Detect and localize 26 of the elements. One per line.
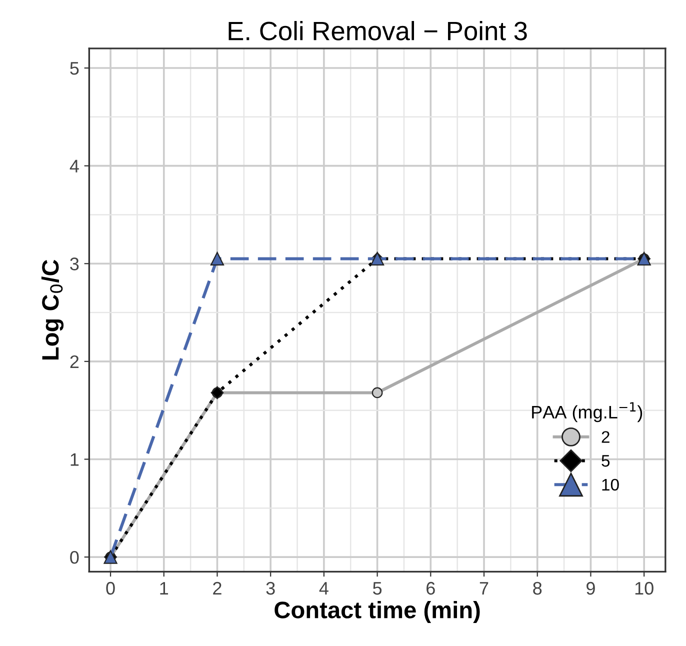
- x-axis-title: Contact time (min): [274, 601, 480, 624]
- legend-label: 10: [602, 478, 619, 491]
- x-tick-label: 2: [213, 582, 222, 595]
- y-tick-label: 2: [70, 355, 79, 368]
- y-tick-label: 5: [70, 62, 79, 75]
- y-tick-label: 3: [70, 258, 79, 270]
- x-tick-label: 0: [106, 582, 115, 595]
- y-axis-title: Log C$_{0}$/C: [41, 260, 64, 360]
- x-tick-label: 9: [586, 582, 595, 595]
- point: [372, 387, 383, 398]
- legend-label: 2: [602, 431, 610, 443]
- y-tick-label: 1: [70, 453, 79, 466]
- x-tick-label: 7: [480, 582, 488, 595]
- legend-title: PAA (mg.L$^{−1}$): [532, 402, 642, 422]
- x-tick-label: 10: [635, 582, 654, 595]
- x-tick-label: 6: [426, 582, 435, 595]
- y-tick-label: 4: [70, 160, 79, 172]
- y-tick-label: 0: [70, 550, 79, 564]
- legend-label: 5: [602, 455, 610, 467]
- x-tick-label: 3: [266, 582, 275, 595]
- x-tick-label: 5: [373, 582, 382, 595]
- chart-title: E. Coli Removal − Point 3: [228, 20, 527, 40]
- x-tick-label: 1: [160, 582, 168, 595]
- point: [210, 252, 224, 266]
- x-tick-label: 4: [319, 582, 328, 595]
- x-tick-label: 8: [533, 582, 542, 595]
